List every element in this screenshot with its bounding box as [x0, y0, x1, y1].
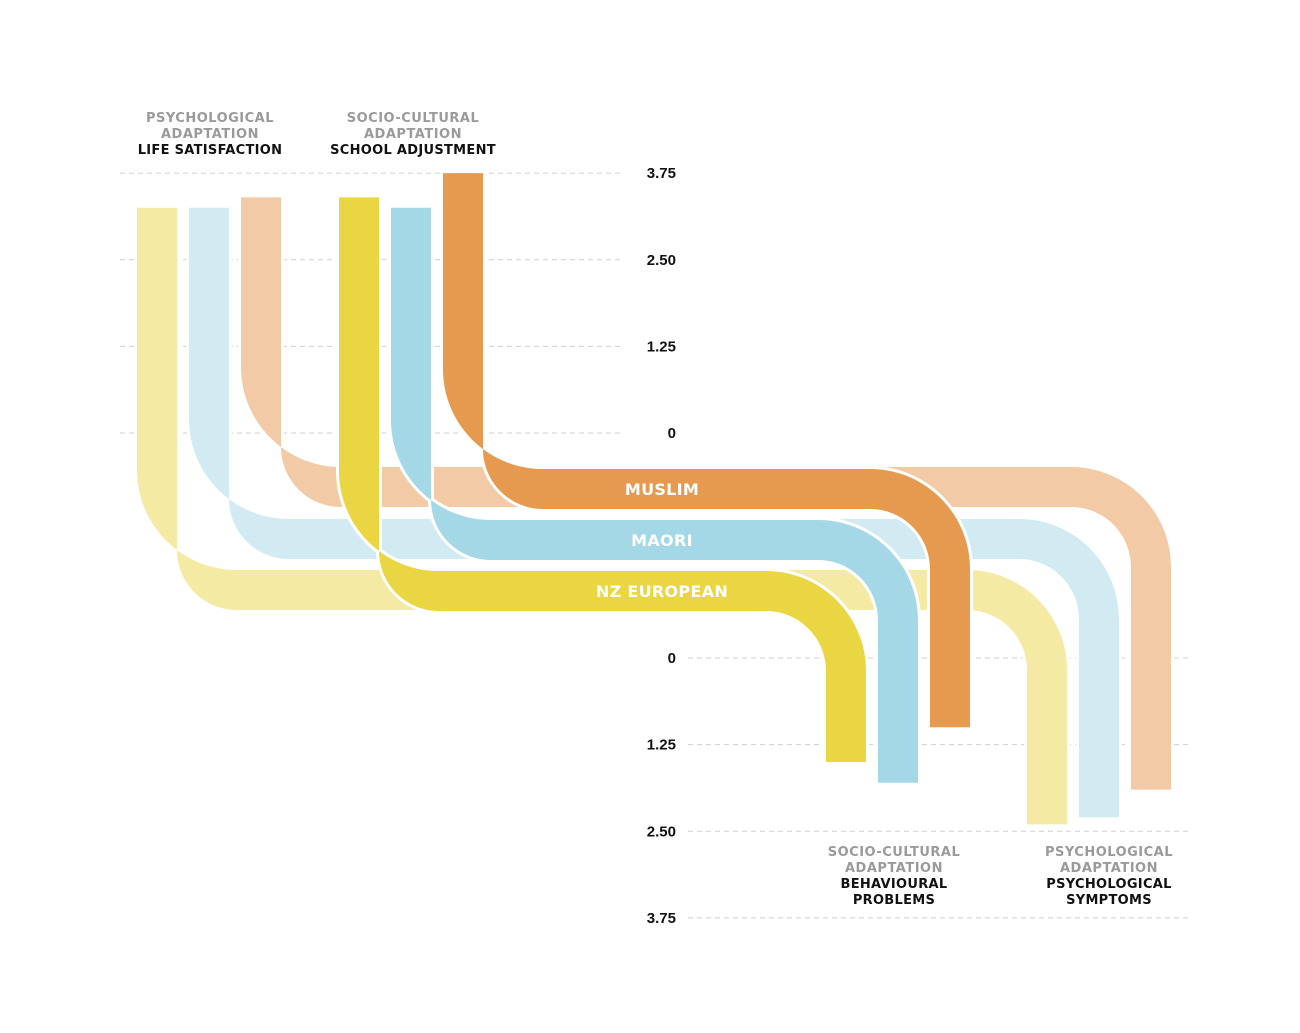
group-category-label: ADAPTATION — [364, 127, 462, 142]
group-name-label: SCHOOL ADJUSTMENT — [330, 143, 496, 158]
group-name-label: PSYCHOLOGICAL — [1046, 877, 1171, 892]
series-label: NZ EUROPEAN — [596, 582, 728, 601]
ribbon-psychological-nz-european — [134, 204, 1070, 828]
group-name-label: BEHAVIOURAL — [840, 877, 947, 892]
group-category-label: ADAPTATION — [161, 127, 259, 142]
group-category-label: ADAPTATION — [845, 861, 943, 876]
tick-label-bottom: 1.25 — [647, 737, 676, 754]
tick-label-top: 0 — [668, 425, 676, 442]
group-labels: NZ EUROPEANMAORIMUSLIMPSYCHOLOGICALADAPT… — [138, 111, 1173, 908]
axis-tick-labels: 3.75 2.50 1.25 0 0 1.25 2.50 3.75 — [647, 165, 676, 927]
tick-label-bottom: 2.50 — [647, 823, 676, 840]
group-category-label: SOCIO-CULTURAL — [828, 845, 961, 860]
ribbon-sociocultural-maori — [388, 204, 921, 786]
ribbon-sociocultural-nz-european — [336, 194, 869, 765]
group-category-label: SOCIO-CULTURAL — [347, 111, 480, 126]
tick-label-top: 3.75 — [647, 165, 676, 182]
tick-label-bottom: 3.75 — [647, 910, 676, 927]
tick-label-bottom: 0 — [668, 650, 676, 667]
group-name-label: SYMPTOMS — [1066, 893, 1152, 908]
tick-label-top: 1.25 — [647, 338, 676, 355]
group-category-label: PSYCHOLOGICAL — [146, 111, 274, 126]
series-label: MAORI — [631, 531, 693, 550]
series-ribbons — [134, 170, 1174, 828]
group-category-label: ADAPTATION — [1060, 861, 1158, 876]
tick-label-top: 2.50 — [647, 252, 676, 269]
group-name-label: LIFE SATISFACTION — [138, 143, 283, 158]
group-name-label: PROBLEMS — [853, 893, 935, 908]
group-category-label: PSYCHOLOGICAL — [1045, 845, 1173, 860]
ribbon-sociocultural-muslim — [440, 170, 973, 731]
series-label: MUSLIM — [625, 480, 699, 499]
ribbon-psychological-maori — [186, 204, 1122, 821]
